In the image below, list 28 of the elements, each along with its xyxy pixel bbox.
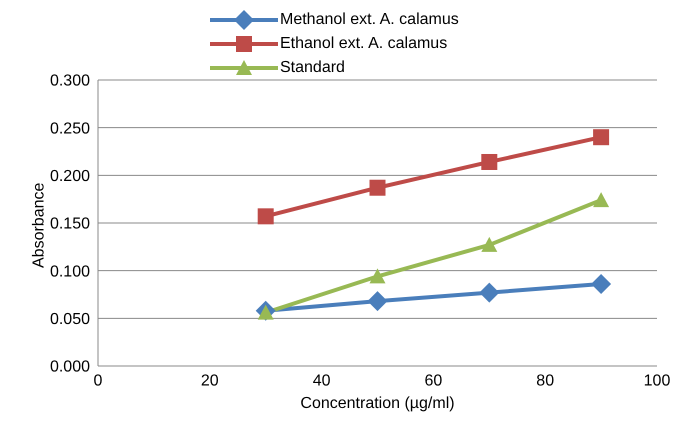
point: [370, 268, 386, 284]
y-tick-label: 0.250: [50, 120, 90, 138]
legend-label: Methanol ext. A. calamus: [280, 11, 459, 29]
point: [479, 282, 500, 303]
x-tick-label: 0: [94, 372, 103, 390]
point: [481, 236, 498, 252]
x-tick-label: 60: [424, 372, 442, 390]
point: [370, 180, 386, 196]
y-tick-label: 0.200: [50, 168, 90, 186]
legend-label: Ethanol ext. A. calamus: [280, 35, 448, 53]
x-tick-label: 20: [200, 372, 219, 390]
point: [368, 291, 388, 312]
y-axis-title: Absorbance: [30, 182, 48, 268]
y-tick-label: 0.100: [50, 263, 90, 280]
x-axis-title: Concentration (µg/ml): [300, 395, 455, 412]
point: [481, 154, 498, 170]
point: [591, 274, 612, 294]
legend-label: Standard: [280, 59, 345, 77]
point: [593, 129, 610, 146]
x-tick-label: 80: [536, 372, 554, 390]
point: [258, 208, 274, 224]
x-tick-label: 100: [644, 372, 670, 390]
point: [593, 192, 610, 208]
y-tick-label: 0.050: [50, 311, 90, 328]
y-tick-label: 0.300: [50, 72, 90, 90]
y-tick-label: 0.000: [50, 358, 90, 376]
y-tick-label: 0.150: [50, 216, 90, 233]
x-tick-label: 40: [312, 372, 331, 390]
